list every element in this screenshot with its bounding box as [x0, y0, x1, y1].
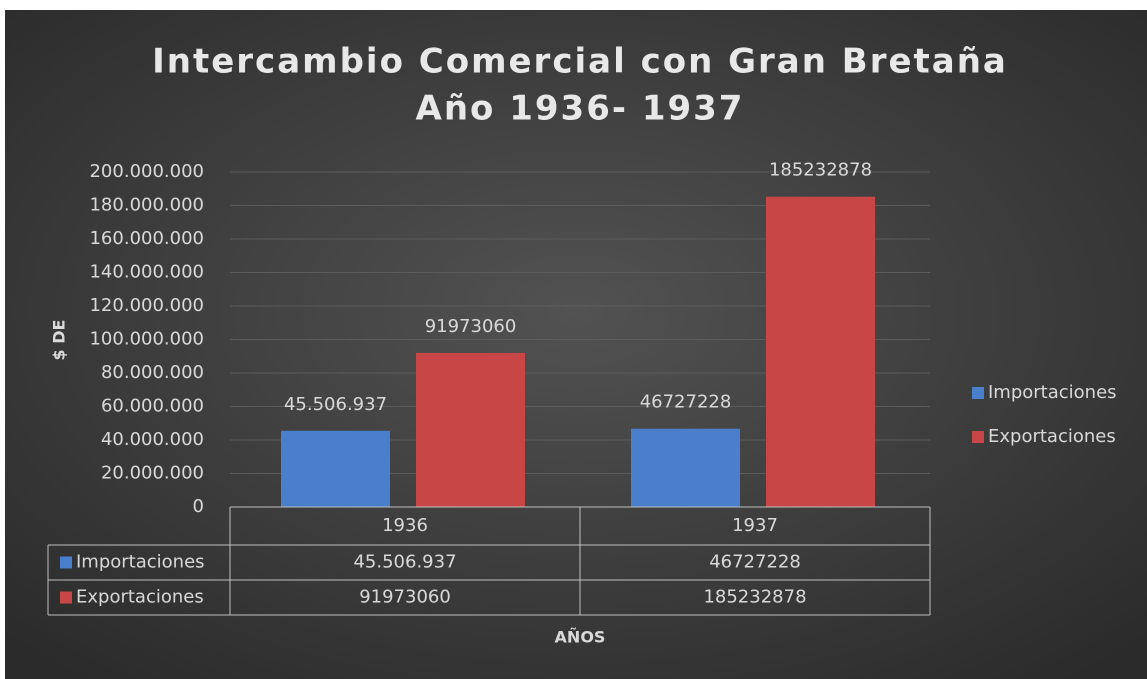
y-tick-label: 60.000.000	[101, 396, 204, 417]
y-tick-label: 80.000.000	[101, 362, 204, 383]
table-cell: 45.506.937	[353, 552, 456, 573]
legend-label: Importaciones	[988, 382, 1117, 403]
y-tick-label: 160.000.000	[89, 228, 204, 249]
table-row-header: Exportaciones	[76, 587, 204, 608]
chart-title: Intercambio Comercial con Gran Bretaña	[152, 42, 1008, 82]
y-tick-label: 40.000.000	[101, 429, 204, 450]
data-label: 91973060	[425, 316, 517, 337]
bar	[631, 428, 740, 507]
y-tick-label: 120.000.000	[89, 295, 204, 316]
legend-key	[972, 431, 984, 443]
data-label: 185232878	[769, 160, 872, 181]
y-tick-label: 20.000.000	[101, 463, 204, 484]
y-tick-label: 140.000.000	[89, 262, 204, 283]
table-row-header: Importaciones	[76, 552, 205, 573]
table-cell: 46727228	[709, 552, 801, 573]
chart-subtitle: Año 1936- 1937	[416, 89, 745, 129]
table-cell: 91973060	[359, 587, 451, 608]
y-axis-label: $ DE	[50, 320, 69, 361]
y-tick-label: 100.000.000	[89, 329, 204, 350]
bar	[766, 196, 875, 507]
bar	[281, 430, 390, 507]
legend-label: Exportaciones	[988, 426, 1116, 447]
bar	[416, 352, 525, 507]
data-label: 46727228	[640, 392, 732, 413]
table-legend-key	[60, 591, 72, 604]
y-tick-label: 180.000.000	[89, 195, 204, 216]
x-axis-label: AÑOS	[555, 628, 606, 647]
x-tick-label: 1936	[382, 515, 428, 536]
x-tick-label: 1937	[732, 515, 778, 536]
table-legend-key	[60, 556, 72, 569]
y-tick-label: 0	[193, 496, 204, 517]
chart-background	[5, 10, 1147, 679]
legend-key	[972, 387, 984, 399]
data-label: 45.506.937	[284, 394, 387, 415]
table-cell: 185232878	[703, 587, 806, 608]
y-tick-label: 200.000.000	[89, 161, 204, 182]
